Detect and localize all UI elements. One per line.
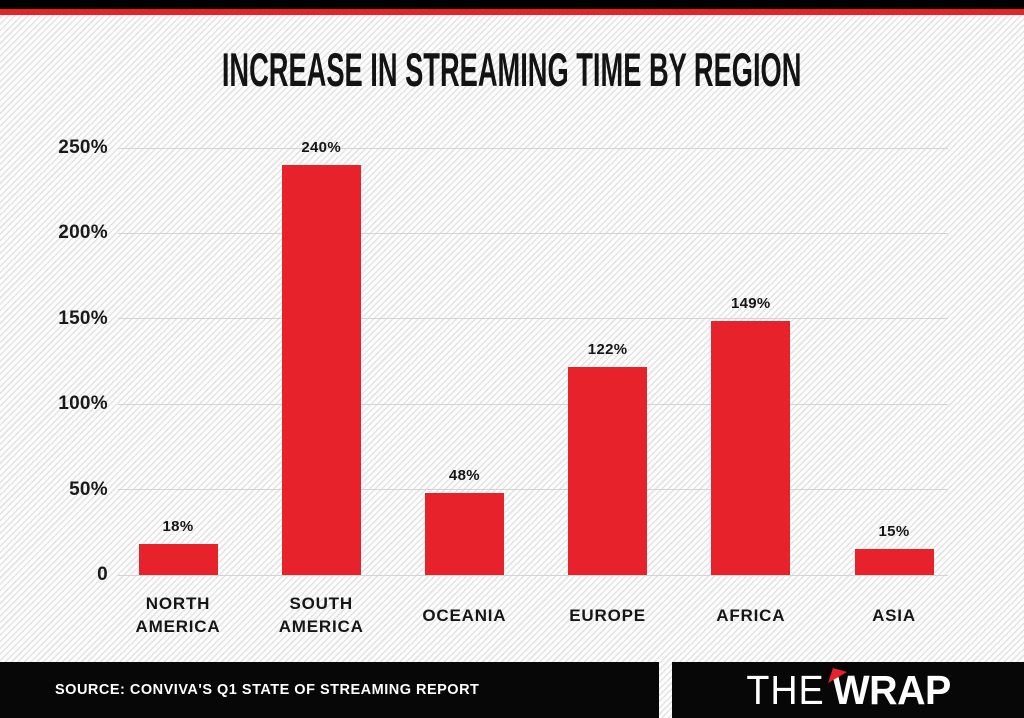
footer-source-bar: SOURCE: CONVIVA'S Q1 STATE OF STREAMING … [0, 662, 659, 718]
bar-oceania [424, 493, 504, 575]
y-axis-label-0: 0 [97, 564, 108, 585]
bar-south-america [281, 165, 361, 575]
gridline-100 [118, 403, 948, 405]
top-black-band [0, 0, 1024, 9]
value-label-north-america: 18% [162, 518, 194, 536]
y-axis-label-150: 150% [58, 307, 108, 329]
value-label-europe: 122% [587, 340, 628, 358]
x-axis-label-south-america: SOUTH AMERICA [278, 594, 364, 636]
footer-logo-bar: THE WRAP [672, 662, 1024, 718]
chart-title-container: INCREASE IN STREAMING TIME BY REGION [0, 42, 1024, 97]
red-flag-icon [827, 668, 847, 683]
x-axis-label-north-america: NORTH AMERICA [135, 594, 221, 636]
value-label-africa: 149% [731, 294, 771, 312]
thewrap-logo: THE WRAP [743, 667, 953, 713]
value-label-oceania: 48% [448, 467, 480, 485]
top-red-accent-band [0, 9, 1024, 15]
bar-africa [711, 320, 791, 575]
logo-wrap-text: WRAP [832, 667, 951, 713]
bar-asia [854, 549, 934, 575]
value-label-south-america: 240% [301, 139, 341, 157]
x-axis-label-africa: AFRICA [716, 605, 786, 625]
gridline-250 [118, 147, 948, 149]
logo-the-text: THE [746, 667, 825, 713]
y-axis-label-250: 250% [58, 137, 108, 158]
y-axis-label-100: 100% [58, 393, 108, 415]
gridline-50 [118, 489, 948, 491]
x-axis-label-oceania: OCEANIA [422, 605, 507, 625]
x-axis-label-europe: EUROPE [569, 605, 646, 625]
chart-title: INCREASE IN STREAMING TIME BY REGION [222, 43, 802, 96]
value-label-asia: 15% [878, 523, 910, 541]
bar-north-america [138, 544, 218, 575]
gridline-200 [118, 232, 948, 234]
y-axis-label-200: 200% [58, 222, 108, 244]
y-axis-label-50: 50% [69, 478, 108, 500]
x-axis-label-asia: ASIA [872, 605, 916, 625]
bar-chart-plot-area: 250% 200% 150% 100% 50% 0 18% NORTH AMERICA 240% S… [58, 137, 948, 636]
bar-europe [568, 366, 648, 575]
gridline-0 [118, 574, 948, 576]
gridline-150 [118, 318, 948, 320]
source-text: SOURCE: CONVIVA'S Q1 STATE OF STREAMING … [55, 682, 480, 698]
